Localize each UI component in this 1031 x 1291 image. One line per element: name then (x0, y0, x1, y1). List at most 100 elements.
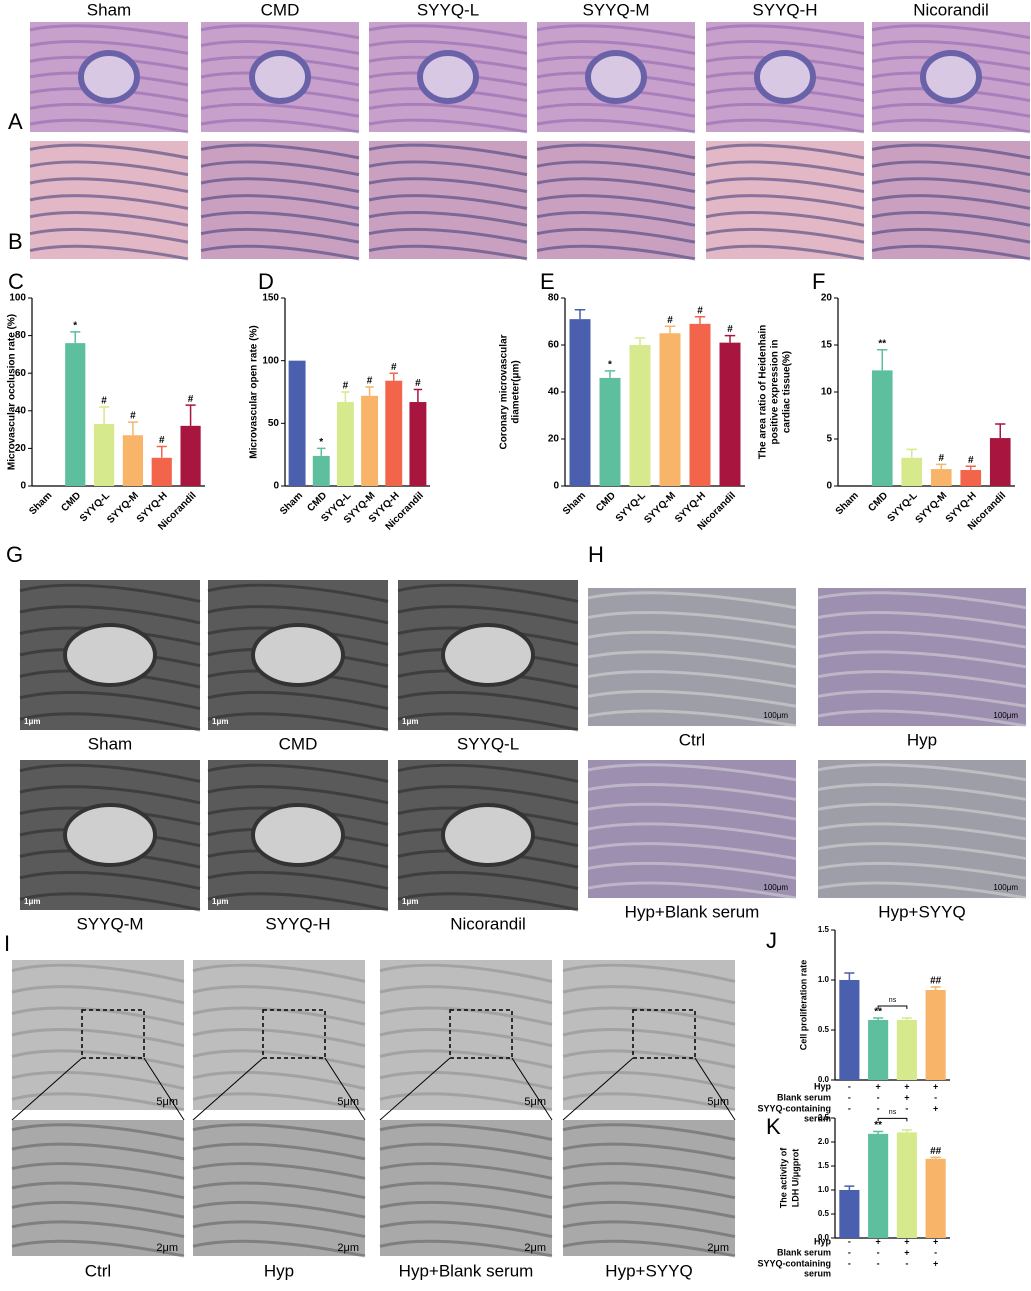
condition-sign: + (933, 1236, 938, 1246)
zoom-line (192, 1057, 264, 1121)
error-bar (156, 445, 167, 458)
error-bar (901, 1017, 912, 1020)
texture (29, 227, 189, 244)
condition-sign: + (904, 1081, 909, 1091)
texture (11, 1006, 185, 1026)
significance: # (968, 455, 974, 466)
x-tick-label: Sham (561, 490, 588, 517)
significance: # (159, 435, 165, 446)
caption: SYYQ-L (457, 734, 519, 753)
y-tick-label: 1.5 (818, 925, 830, 934)
significance: ** (874, 1007, 882, 1018)
error-bar (604, 370, 616, 378)
texture (207, 605, 389, 625)
texture (817, 611, 1027, 629)
y-axis-label: Microvascular occlusion rate (%) (7, 314, 18, 470)
texture (11, 963, 185, 983)
x-tick-label: CMD (866, 490, 890, 514)
x-tick-label: CMD (59, 490, 83, 514)
error-bar (389, 372, 398, 381)
bar (599, 377, 621, 486)
y-tick-label: 20 (548, 434, 560, 445)
texture (562, 1027, 736, 1048)
texture (587, 611, 797, 629)
y-tick-label: 0 (553, 481, 559, 492)
texture (11, 1181, 185, 1200)
error-bar (664, 325, 676, 334)
texture (397, 870, 579, 891)
error-bar (317, 447, 326, 456)
texture (817, 650, 1027, 669)
micrograph (537, 141, 695, 259)
caption: Sham (87, 0, 131, 19)
error-bar (873, 1017, 884, 1020)
bar (93, 423, 115, 486)
x-tick-label: CMD (594, 490, 618, 514)
error-bar (341, 391, 350, 403)
condition-sign: - (877, 1103, 880, 1113)
caption: SYYQ-L (417, 0, 479, 19)
significance: ## (930, 976, 942, 987)
caption: Hyp (907, 730, 937, 749)
error-bar (877, 348, 888, 371)
panel-label: H (588, 542, 604, 567)
error-bar (413, 388, 423, 403)
error-bar (995, 423, 1006, 439)
y-tick-label: 1.0 (818, 1185, 830, 1194)
scale-bar: 2μm (337, 1242, 359, 1254)
vessel (920, 50, 982, 104)
texture (397, 785, 579, 805)
error-bar (930, 1156, 941, 1159)
y-tick-label: 1.0 (818, 975, 830, 984)
bracket-label: ns (889, 997, 897, 1004)
cell (251, 803, 345, 867)
significance: * (319, 437, 323, 448)
micrograph (563, 1120, 735, 1256)
bar (930, 469, 952, 486)
texture (200, 211, 360, 227)
texture (200, 24, 360, 40)
error-bar (930, 986, 941, 990)
micrograph (818, 588, 1026, 726)
zoom-line (379, 1057, 451, 1121)
y-tick-label: 15 (821, 340, 833, 351)
texture (587, 783, 797, 801)
texture (192, 1142, 366, 1161)
significance: ** (878, 338, 886, 349)
texture (587, 842, 797, 861)
texture (587, 630, 797, 649)
condition-sign: + (904, 1092, 909, 1102)
bar (629, 345, 651, 486)
scale-bar: 5μm (524, 1096, 546, 1108)
texture (705, 160, 865, 177)
error-bar (724, 334, 736, 343)
texture (562, 1162, 736, 1180)
texture (192, 1220, 366, 1239)
bar (960, 470, 982, 486)
y-tick-label: 0 (273, 481, 279, 492)
texture (29, 244, 189, 261)
x-tick-label: Sham (278, 490, 305, 517)
texture (536, 194, 696, 210)
texture (871, 143, 1031, 160)
texture (817, 763, 1027, 782)
error-bar (873, 1130, 884, 1134)
panel-label: G (6, 542, 23, 567)
texture (705, 194, 865, 210)
texture (207, 785, 389, 805)
condition-label: Blank serum (777, 1247, 831, 1257)
texture (368, 177, 528, 194)
micrograph (12, 960, 184, 1110)
zoom-line (511, 1057, 553, 1121)
condition-sign: + (875, 1081, 880, 1091)
significance: # (938, 453, 944, 464)
error-bar (99, 406, 110, 424)
texture (29, 102, 189, 118)
texture (562, 1181, 736, 1200)
bar (839, 1190, 860, 1238)
texture (192, 963, 366, 983)
y-tick-label: 20 (821, 293, 833, 304)
texture (871, 24, 1031, 40)
significance: # (697, 305, 703, 316)
error-bar (185, 404, 196, 426)
